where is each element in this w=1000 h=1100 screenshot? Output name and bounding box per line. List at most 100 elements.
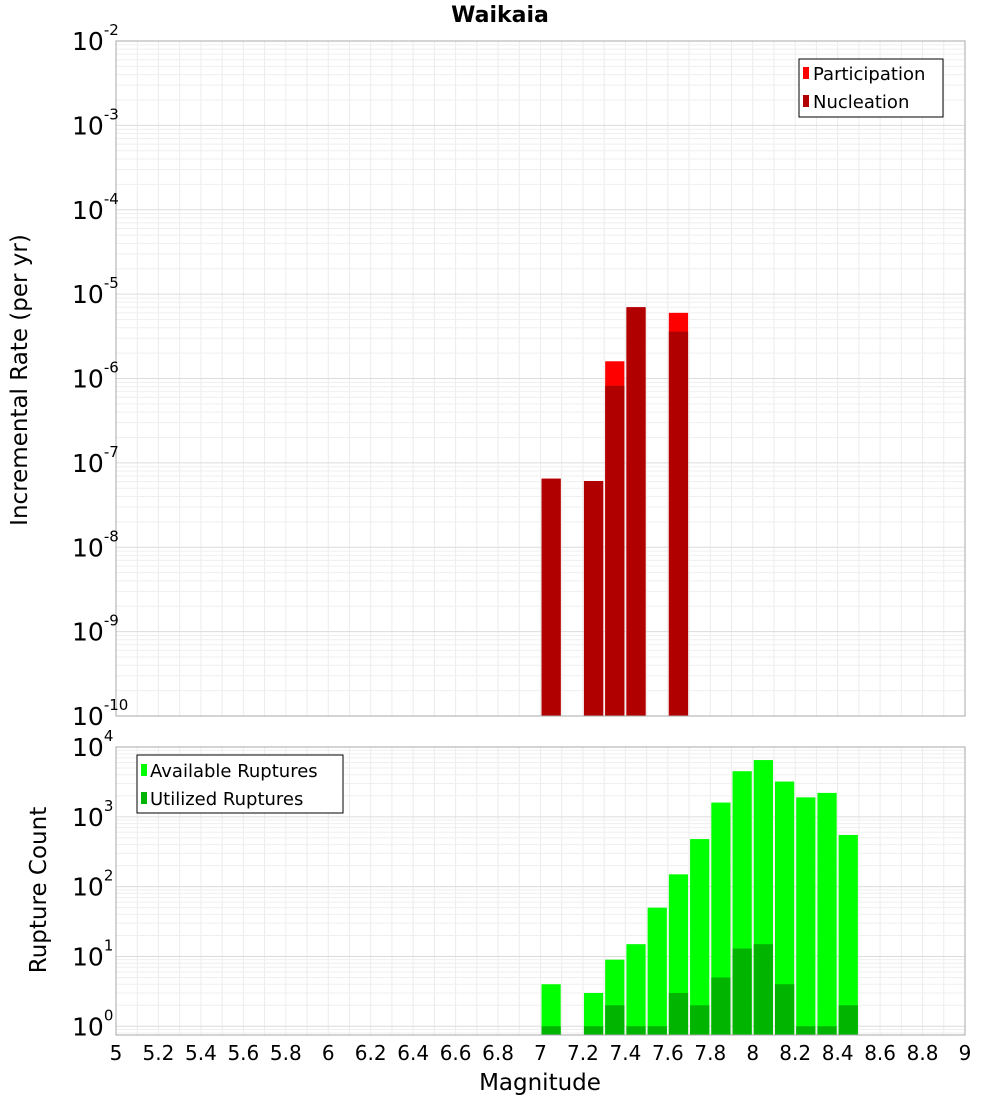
top-bars — [541, 307, 689, 716]
y-tick-exponent: -8 — [104, 527, 119, 545]
utilized-ruptures-bar — [711, 977, 731, 1035]
x-tick-label: 8 — [746, 1041, 759, 1065]
x-tick-label: 7 — [534, 1041, 547, 1065]
nucleation-bar — [626, 307, 646, 716]
utilized-ruptures-bar — [583, 1026, 604, 1035]
x-tick-label: 6.2 — [355, 1041, 387, 1065]
bottom-legend: Available Ruptures Utilized Ruptures — [136, 754, 344, 814]
available-ruptures-bar — [583, 992, 604, 1035]
y-tick-exponent: -5 — [104, 274, 119, 292]
x-tick-label: 8.2 — [779, 1041, 811, 1065]
y-tick-exponent: 2 — [104, 867, 114, 885]
x-tick-label: 5.4 — [185, 1041, 217, 1065]
y-tick-exponent: -3 — [104, 105, 119, 123]
y-tick-label: 10-2 — [72, 21, 119, 56]
y-tick-exponent: -4 — [104, 190, 119, 208]
available-ruptures-legend-swatch — [141, 764, 147, 776]
x-tick-label: 7.2 — [567, 1041, 599, 1065]
x-tick-label: 5 — [110, 1041, 123, 1065]
utilized-ruptures-bar — [647, 1026, 667, 1035]
x-tick-label: 8.4 — [822, 1041, 854, 1065]
available-ruptures-bar — [711, 802, 731, 1035]
y-tick-exponent: -10 — [104, 696, 129, 714]
nucleation-legend-label: Nucleation — [813, 92, 909, 113]
y-tick-exponent: -7 — [104, 443, 119, 461]
top-legend-box — [798, 58, 944, 118]
available-ruptures-legend-label: Available Ruptures — [150, 761, 318, 782]
utilized-ruptures-bar — [541, 1026, 561, 1035]
utilized-ruptures-bar — [774, 984, 795, 1035]
x-tick-label: 6 — [322, 1041, 335, 1065]
available-ruptures-bar — [690, 839, 710, 1035]
y-tick-exponent: 1 — [104, 936, 114, 954]
y-tick-label: 10-5 — [72, 274, 119, 309]
available-ruptures-bar — [774, 781, 795, 1035]
bottom-y-axis-label: Rupture Count — [26, 807, 52, 973]
utilized-ruptures-legend-label: Utilized Ruptures — [150, 789, 303, 810]
available-ruptures-bar — [796, 797, 816, 1035]
y-tick-label: 10-10 — [72, 696, 128, 731]
y-tick-label: 103 — [72, 797, 113, 832]
nucleation-bar — [605, 385, 625, 716]
x-tick-label: 5.2 — [143, 1041, 175, 1065]
utilized-ruptures-bar — [838, 1005, 858, 1035]
participation-legend-label: Participation — [813, 64, 925, 85]
y-tick-label: 104 — [72, 727, 113, 762]
utilized-ruptures-legend-swatch — [141, 792, 147, 804]
utilized-ruptures-bar — [753, 944, 773, 1035]
y-tick-exponent: -2 — [104, 21, 119, 39]
x-tick-labels: 5 5.2 5.4 5.6 5.8 6 6.2 6.4 6.6 6.8 7 7.2 7.4 7.6 7.8 8… — [110, 1041, 972, 1065]
y-tick-exponent: -9 — [104, 612, 119, 630]
top-y-axis-label: Incremental Rate (per yr) — [7, 234, 33, 526]
nucleation-bar — [583, 480, 604, 716]
utilized-ruptures-bar — [605, 1005, 625, 1035]
utilized-ruptures-bar — [668, 992, 689, 1035]
bottom-bars — [541, 760, 858, 1035]
y-tick-label: 10-8 — [72, 527, 119, 562]
top-legend: Participation Nucleation — [798, 58, 944, 118]
top-y-tick-labels: 10-10 10-9 10-8 10-7 10-6 10-5 10-4 10-3 10-2 — [72, 21, 128, 731]
bottom-plot-frame — [115, 746, 966, 1036]
y-tick-label: 10-3 — [72, 105, 119, 140]
y-tick-label: 10-4 — [72, 190, 119, 225]
utilized-ruptures-bar — [626, 1026, 646, 1035]
utilized-ruptures-bar — [817, 1026, 837, 1035]
x-tick-label: 8.6 — [864, 1041, 896, 1065]
y-tick-label: 10-9 — [72, 612, 119, 647]
utilized-ruptures-bar — [690, 1005, 710, 1035]
x-tick-label: 7.8 — [694, 1041, 726, 1065]
nucleation-legend-swatch — [803, 95, 809, 107]
y-tick-label: 10-6 — [72, 359, 119, 394]
x-tick-label: 5.6 — [227, 1041, 259, 1065]
y-tick-label: 101 — [72, 936, 113, 971]
y-tick-exponent: -6 — [104, 359, 119, 377]
chart-title: Waikaia — [451, 3, 549, 28]
nucleation-bar — [668, 331, 689, 716]
x-tick-label: 5.8 — [270, 1041, 302, 1065]
top-plot-frame — [115, 40, 966, 717]
x-tick-label: 6.6 — [440, 1041, 472, 1065]
available-ruptures-bar — [817, 792, 837, 1035]
x-tick-label: 7.6 — [652, 1041, 684, 1065]
x-tick-label: 6.8 — [482, 1041, 514, 1065]
y-tick-label: 102 — [72, 867, 113, 902]
x-tick-label: 6.4 — [397, 1041, 429, 1065]
y-tick-label: 100 — [72, 1006, 113, 1041]
top-gridlines — [115, 40, 966, 717]
y-tick-exponent: 3 — [104, 797, 114, 815]
available-ruptures-bar — [838, 834, 858, 1035]
utilized-ruptures-bar — [796, 1026, 816, 1035]
x-tick-label: 7.4 — [609, 1041, 641, 1065]
x-axis-label: Magnitude — [479, 1070, 601, 1096]
participation-legend-swatch — [803, 67, 809, 79]
bottom-legend-box — [136, 754, 344, 814]
available-ruptures-bar — [541, 984, 561, 1035]
y-tick-exponent: 4 — [104, 727, 114, 745]
x-tick-label: 9 — [959, 1041, 972, 1065]
y-tick-exponent: 0 — [104, 1006, 114, 1024]
x-tick-label: 8.8 — [907, 1041, 939, 1065]
utilized-ruptures-bar — [732, 948, 752, 1035]
available-ruptures-bar — [647, 907, 667, 1035]
